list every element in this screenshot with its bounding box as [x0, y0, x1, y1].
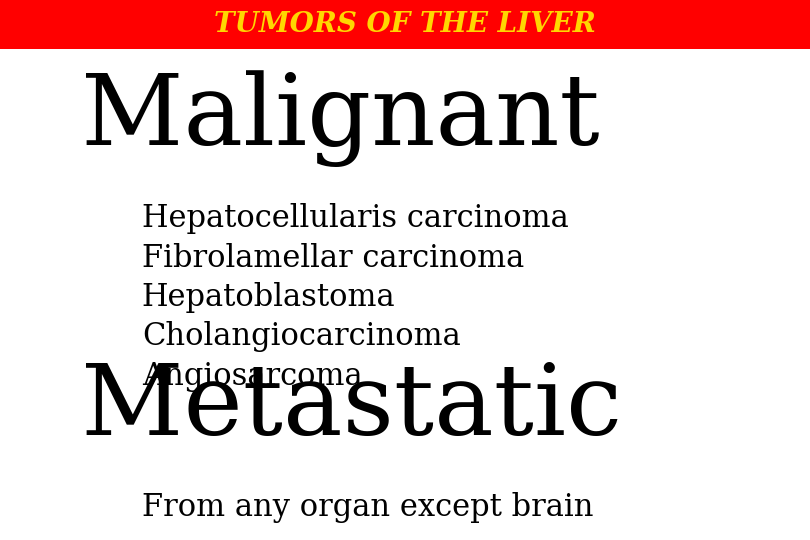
Text: Fibrolamellar carcinoma: Fibrolamellar carcinoma	[142, 242, 524, 274]
Text: Cholangiocarcinoma: Cholangiocarcinoma	[142, 321, 461, 353]
Text: TUMORS OF THE LIVER: TUMORS OF THE LIVER	[214, 11, 596, 38]
Text: From any organ except brain: From any organ except brain	[142, 492, 593, 523]
Text: Metastatic: Metastatic	[81, 360, 622, 456]
Text: Hepatoblastoma: Hepatoblastoma	[142, 282, 395, 313]
Text: Malignant: Malignant	[81, 70, 599, 167]
Bar	[0, 0, 810, 49]
Text: Angiosarcoma: Angiosarcoma	[142, 361, 362, 392]
Text: Hepatocellularis carcinoma: Hepatocellularis carcinoma	[142, 203, 569, 234]
